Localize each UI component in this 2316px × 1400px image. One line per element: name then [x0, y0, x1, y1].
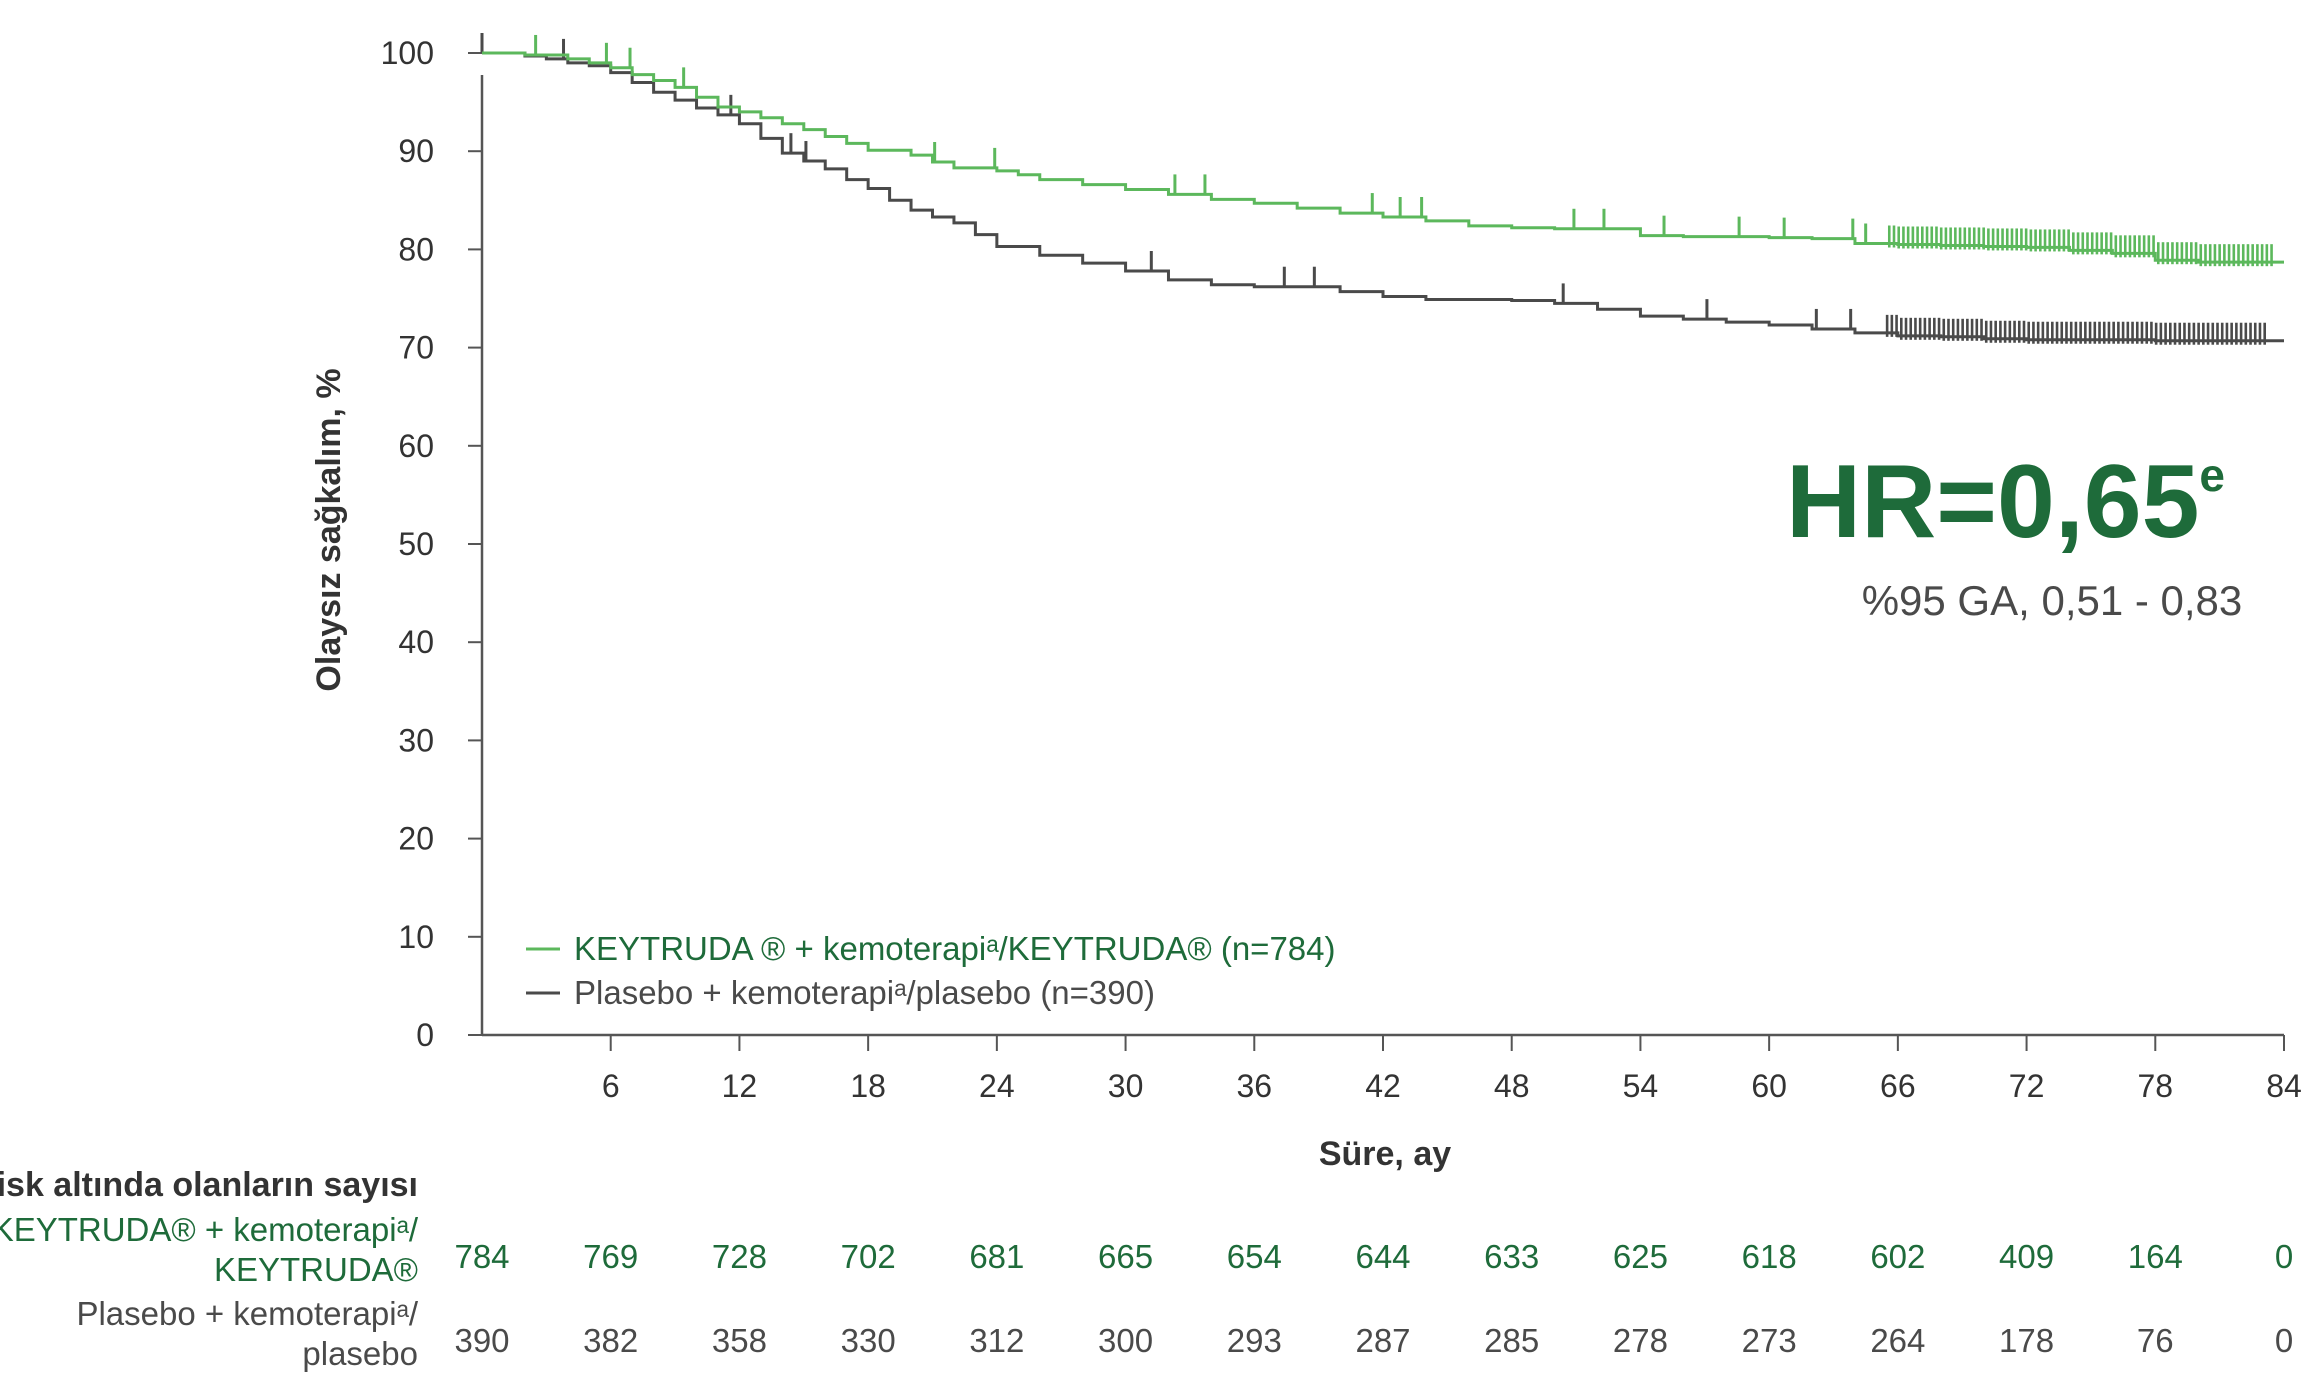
risk-row-label-placebo-line2: plasebo	[302, 1335, 418, 1372]
risk-value-keytruda: 633	[1484, 1238, 1539, 1275]
risk-value-placebo: 76	[2137, 1322, 2174, 1359]
y-tick-label: 0	[416, 1017, 434, 1053]
risk-value-placebo: 264	[1870, 1322, 1925, 1359]
x-tick-label: 60	[1751, 1068, 1787, 1104]
x-tick-label: 78	[2137, 1068, 2173, 1104]
y-tick-label: 50	[398, 526, 434, 562]
risk-value-placebo: 278	[1613, 1322, 1668, 1359]
y-tick-label: 30	[398, 722, 434, 758]
hazard-ratio-value: HR=0,65	[1786, 444, 2199, 560]
x-tick-label: 12	[722, 1068, 758, 1104]
x-tick-label: 54	[1623, 1068, 1659, 1104]
risk-value-placebo: 382	[583, 1322, 638, 1359]
risk-value-placebo: 0	[2275, 1322, 2293, 1359]
risk-value-keytruda: 0	[2275, 1238, 2293, 1275]
y-tick-label: 40	[398, 624, 434, 660]
x-tick-label: 18	[850, 1068, 886, 1104]
risk-value-keytruda: 702	[841, 1238, 896, 1275]
x-tick-label: 84	[2266, 1068, 2302, 1104]
x-ticks: 6 12 18 24 30 36 42 48 54 60 66 72 78 84	[602, 1035, 2302, 1104]
y-tick-label: 100	[381, 35, 434, 71]
risk-value-keytruda: 409	[1999, 1238, 2054, 1275]
risk-value-placebo: 358	[712, 1322, 767, 1359]
hazard-ratio-superscript: e	[2199, 449, 2225, 501]
risk-value-placebo: 293	[1227, 1322, 1282, 1359]
risk-value-keytruda: 681	[969, 1238, 1024, 1275]
x-tick-label: 66	[1880, 1068, 1916, 1104]
risk-values: 784 769 728 702 681 665 654 644 633 625 618 602 409 1…	[454, 1238, 2293, 1359]
hazard-ratio-annotation: HR=0,65e	[1786, 444, 2225, 560]
risk-value-placebo: 273	[1742, 1322, 1797, 1359]
risk-value-keytruda: 728	[712, 1238, 767, 1275]
risk-value-placebo: 178	[1999, 1322, 2054, 1359]
risk-value-placebo: 330	[841, 1322, 896, 1359]
risk-value-placebo: 300	[1098, 1322, 1153, 1359]
risk-table: Risk altında olanların sayısı KEYTRUDA® …	[0, 1166, 2293, 1372]
legend: KEYTRUDA ® + kemoterapiᵃ/KEYTRUDA® (n=78…	[526, 930, 1336, 1011]
risk-value-keytruda: 625	[1613, 1238, 1668, 1275]
risk-value-keytruda: 769	[583, 1238, 638, 1275]
x-tick-label: 42	[1365, 1068, 1401, 1104]
risk-value-keytruda: 665	[1098, 1238, 1153, 1275]
risk-row-label-keytruda-line2: KEYTRUDA®	[214, 1251, 418, 1288]
legend-label-keytruda: KEYTRUDA ® + kemoterapiᵃ/KEYTRUDA® (n=78…	[574, 930, 1336, 967]
y-ticks: 0 10 20 30 40 50 60 70 80 90 100	[381, 35, 482, 1053]
risk-value-placebo: 285	[1484, 1322, 1539, 1359]
x-tick-label: 36	[1236, 1068, 1272, 1104]
x-tick-label: 48	[1494, 1068, 1530, 1104]
x-tick-label: 72	[2009, 1068, 2045, 1104]
risk-value-keytruda: 654	[1227, 1238, 1282, 1275]
y-tick-label: 70	[398, 330, 434, 366]
risk-table-title: Risk altında olanların sayısı	[0, 1166, 418, 1204]
risk-value-keytruda: 618	[1742, 1238, 1797, 1275]
legend-label-placebo: Plasebo + kemoterapiᵃ/plasebo (n=390)	[574, 974, 1155, 1011]
risk-value-placebo: 287	[1355, 1322, 1410, 1359]
km-curve-placebo	[482, 51, 2284, 343]
risk-value-placebo: 312	[969, 1322, 1024, 1359]
risk-value-keytruda: 644	[1355, 1238, 1410, 1275]
risk-value-keytruda: 164	[2128, 1238, 2183, 1275]
x-tick-label: 24	[979, 1068, 1015, 1104]
x-tick-label: 30	[1108, 1068, 1144, 1104]
series-placebo	[480, 33, 2284, 345]
series-layer	[480, 33, 2284, 345]
risk-value-keytruda: 602	[1870, 1238, 1925, 1275]
risk-value-placebo: 390	[454, 1322, 509, 1359]
confidence-interval-annotation: %95 GA, 0,51 - 0,83	[1862, 577, 2243, 624]
risk-value-keytruda: 784	[454, 1238, 509, 1275]
x-tick-label: 6	[602, 1068, 620, 1104]
y-axis-title: Olaysız sağkalım, %	[310, 368, 348, 691]
km-curve-keytruda	[482, 51, 2284, 264]
y-tick-label: 60	[398, 428, 434, 464]
x-axis-title: Süre, ay	[1319, 1135, 1451, 1173]
y-tick-label: 10	[398, 919, 434, 955]
y-tick-label: 80	[398, 231, 434, 267]
y-tick-label: 20	[398, 821, 434, 857]
y-tick-label: 90	[398, 133, 434, 169]
series-keytruda	[482, 34, 2284, 267]
risk-row-label-keytruda-line1: KEYTRUDA® + kemoterapiᵃ/	[0, 1211, 419, 1248]
risk-row-label-placebo-line1: Plasebo + kemoterapiᵃ/	[76, 1295, 418, 1332]
